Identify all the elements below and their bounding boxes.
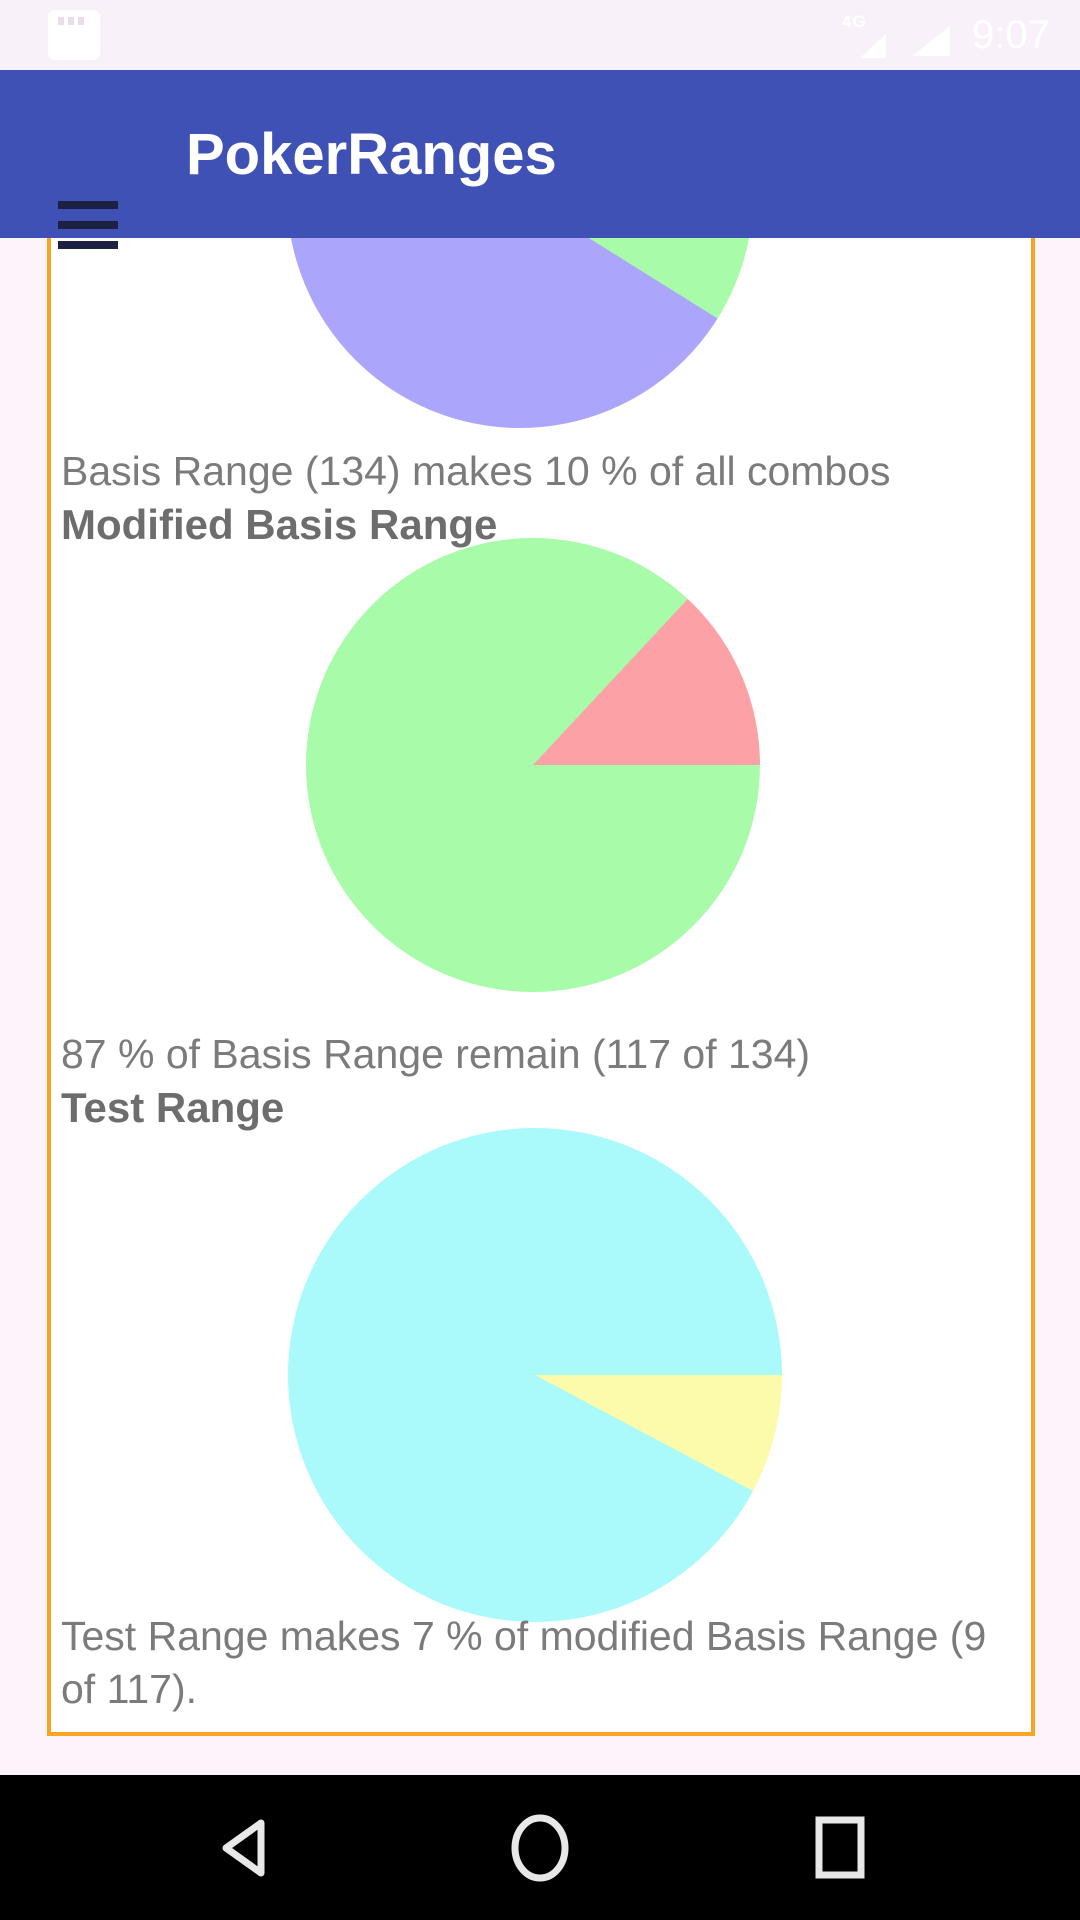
home-icon[interactable] [480,1775,600,1920]
signal-wedge-icon [860,34,886,58]
menu-hamburger-icon[interactable] [48,192,128,258]
network-type-label: 4G [842,12,867,31]
signal-wedge-icon [912,26,950,56]
signal-4g-icon: 4G [842,12,886,58]
results-card[interactable]: Basis Range (134) makes 10 % of all comb… [47,238,1035,1736]
test-range-caption: Test Range makes 7 % of modified Basis R… [61,1613,987,1712]
notification-icon [48,10,100,60]
signal-icon [908,22,950,56]
modified-basis-range-header: Modified Basis Range [61,501,498,548]
android-nav-bar [0,1775,1080,1920]
test-range-pie-chart [288,1128,782,1622]
status-clock: 9:07 [972,13,1050,57]
modified-basis-range-pie-chart [306,538,760,992]
basis-range-caption: Basis Range (134) makes 10 % of all comb… [61,448,891,494]
back-icon[interactable] [184,1775,304,1920]
recents-icon[interactable] [780,1775,900,1920]
app-bar: PokerRanges [0,70,1080,249]
app-title: PokerRanges [186,121,557,187]
modified-basis-range-caption: 87 % of Basis Range remain (117 of 134) [61,1031,811,1077]
basis-range-pie-chart [287,238,753,428]
status-bar: 4G 9:07 [0,0,1080,70]
test-range-header: Test Range [61,1084,285,1131]
